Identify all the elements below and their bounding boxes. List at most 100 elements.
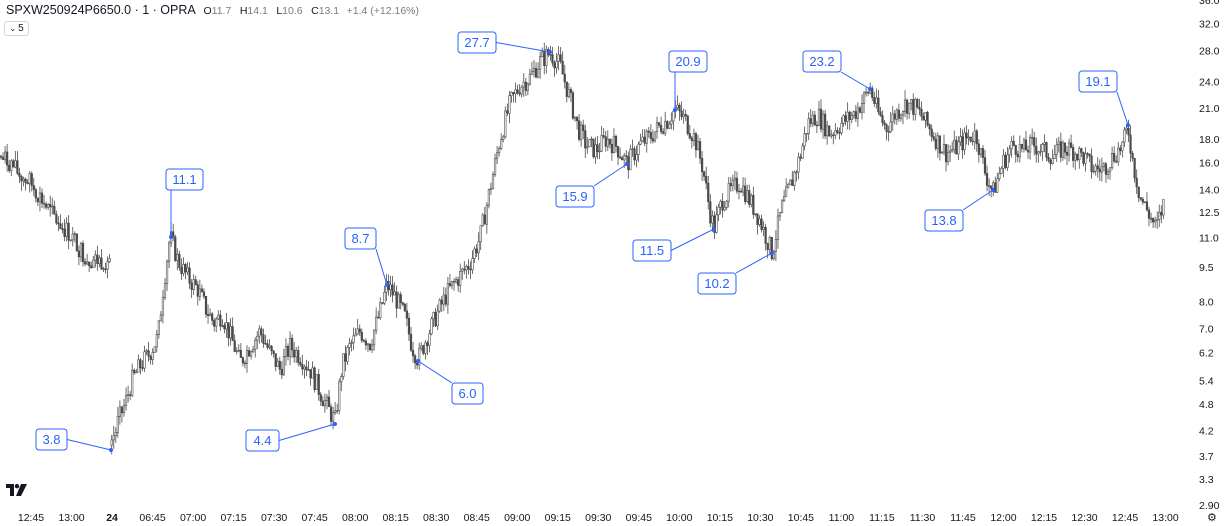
candle-body	[186, 267, 189, 273]
candle-body	[672, 110, 675, 122]
callout-box[interactable]	[457, 31, 497, 54]
candle-body	[994, 182, 997, 193]
candle-body	[930, 128, 933, 137]
price-tick-label: 16.0	[1199, 158, 1220, 170]
candle-body	[1098, 168, 1101, 173]
candle-body	[323, 400, 327, 407]
callout-line	[840, 71, 871, 90]
time-axis[interactable]: 12:45 13:00 24 06:45 07:00 07:15 07:30 07:45 08:…	[18, 512, 1179, 524]
close-value: 13.1	[318, 5, 340, 17]
candle-body	[426, 342, 429, 346]
candle-body	[383, 291, 386, 304]
candle-body	[1106, 171, 1110, 175]
candle-body	[30, 173, 33, 186]
callout-box[interactable]	[35, 428, 68, 451]
candle-body	[856, 107, 859, 119]
candle-body	[1108, 167, 1112, 173]
candle-body	[90, 265, 93, 268]
candle-body	[983, 157, 987, 174]
candle-body	[571, 92, 575, 119]
candle-body	[88, 261, 91, 267]
candle-body	[653, 131, 657, 142]
candle-body	[1147, 209, 1151, 219]
callout-box[interactable]	[668, 50, 708, 73]
candle-body	[508, 95, 511, 114]
candle-body	[110, 439, 113, 446]
callout-box[interactable]	[165, 168, 204, 191]
candle-body	[237, 349, 240, 352]
candle-body	[182, 264, 185, 274]
callout-line	[593, 163, 628, 187]
callout-box[interactable]	[245, 429, 280, 452]
candle-body	[165, 261, 169, 284]
candle-body	[651, 138, 654, 142]
candle-body	[569, 89, 572, 94]
candle-body	[592, 138, 595, 158]
candle-body	[147, 350, 150, 357]
candle-body	[71, 233, 74, 241]
callout-box[interactable]	[451, 382, 484, 405]
candle-body	[641, 136, 644, 142]
candle-body	[81, 242, 85, 262]
symbol-title[interactable]: SPXW250924P6650.0 · 1 · OPRA	[6, 3, 195, 17]
candle-body	[329, 406, 333, 422]
candle-body	[127, 394, 130, 396]
tradingview-logo-icon[interactable]	[6, 484, 28, 499]
callout-box[interactable]	[555, 185, 595, 208]
callout-box[interactable]	[1078, 70, 1118, 93]
callout-box[interactable]	[632, 239, 672, 262]
candle-body	[643, 136, 646, 144]
callout-box[interactable]	[697, 272, 737, 295]
candle-body	[549, 54, 552, 56]
candle-body	[401, 302, 404, 305]
indicators-toggle-button[interactable]: ⌄ 5	[4, 21, 29, 36]
candle-body	[844, 115, 847, 122]
candle-body	[828, 125, 831, 137]
price-axis[interactable]: 36.0 32.0 28.0 24.0 21.0 18.0 16.0 14.0 12.5 11.0…	[1199, 0, 1220, 512]
callout-box[interactable]	[802, 50, 842, 73]
candle-body	[436, 310, 439, 327]
callout-point	[991, 188, 995, 192]
candle-body	[381, 302, 384, 304]
candle-body	[405, 310, 409, 319]
time-tick-label: 10:45	[788, 512, 814, 524]
candle-body	[936, 135, 939, 149]
callout-line	[735, 252, 773, 274]
candle-body	[528, 73, 531, 85]
candle-body	[457, 279, 460, 286]
candle-body	[778, 212, 782, 217]
callout-point	[169, 235, 173, 239]
candle-body	[647, 130, 650, 133]
candle-body	[418, 347, 421, 366]
candle-body	[342, 353, 345, 377]
candle-body	[811, 114, 814, 124]
price-tick-label: 6.2	[1199, 348, 1214, 360]
candle-body	[1039, 151, 1042, 153]
candle-body	[666, 121, 669, 129]
candle-body	[926, 112, 929, 126]
candle-body	[477, 241, 480, 254]
candle-body	[637, 143, 640, 155]
candle-body	[250, 351, 253, 357]
callout-line	[1116, 91, 1129, 126]
candle-body	[1090, 155, 1093, 172]
candle-body	[153, 346, 156, 353]
candle-body	[256, 335, 259, 341]
candle-body	[206, 314, 210, 317]
callout-box[interactable]	[344, 227, 377, 250]
candle-body	[985, 173, 989, 186]
candle-body	[1035, 145, 1038, 155]
candle-body	[450, 281, 454, 286]
gear-icon[interactable]: ⚙	[1207, 512, 1217, 524]
candle-body	[850, 115, 853, 120]
candle-body	[539, 56, 542, 70]
candle-body	[541, 51, 544, 57]
callout-box[interactable]	[924, 209, 964, 232]
callout-label: 11.5	[640, 243, 664, 258]
candle-body	[1037, 151, 1040, 155]
candle-body	[350, 342, 353, 344]
candle-body	[1096, 165, 1099, 170]
candle-body	[955, 139, 958, 155]
callout-line	[670, 228, 715, 251]
